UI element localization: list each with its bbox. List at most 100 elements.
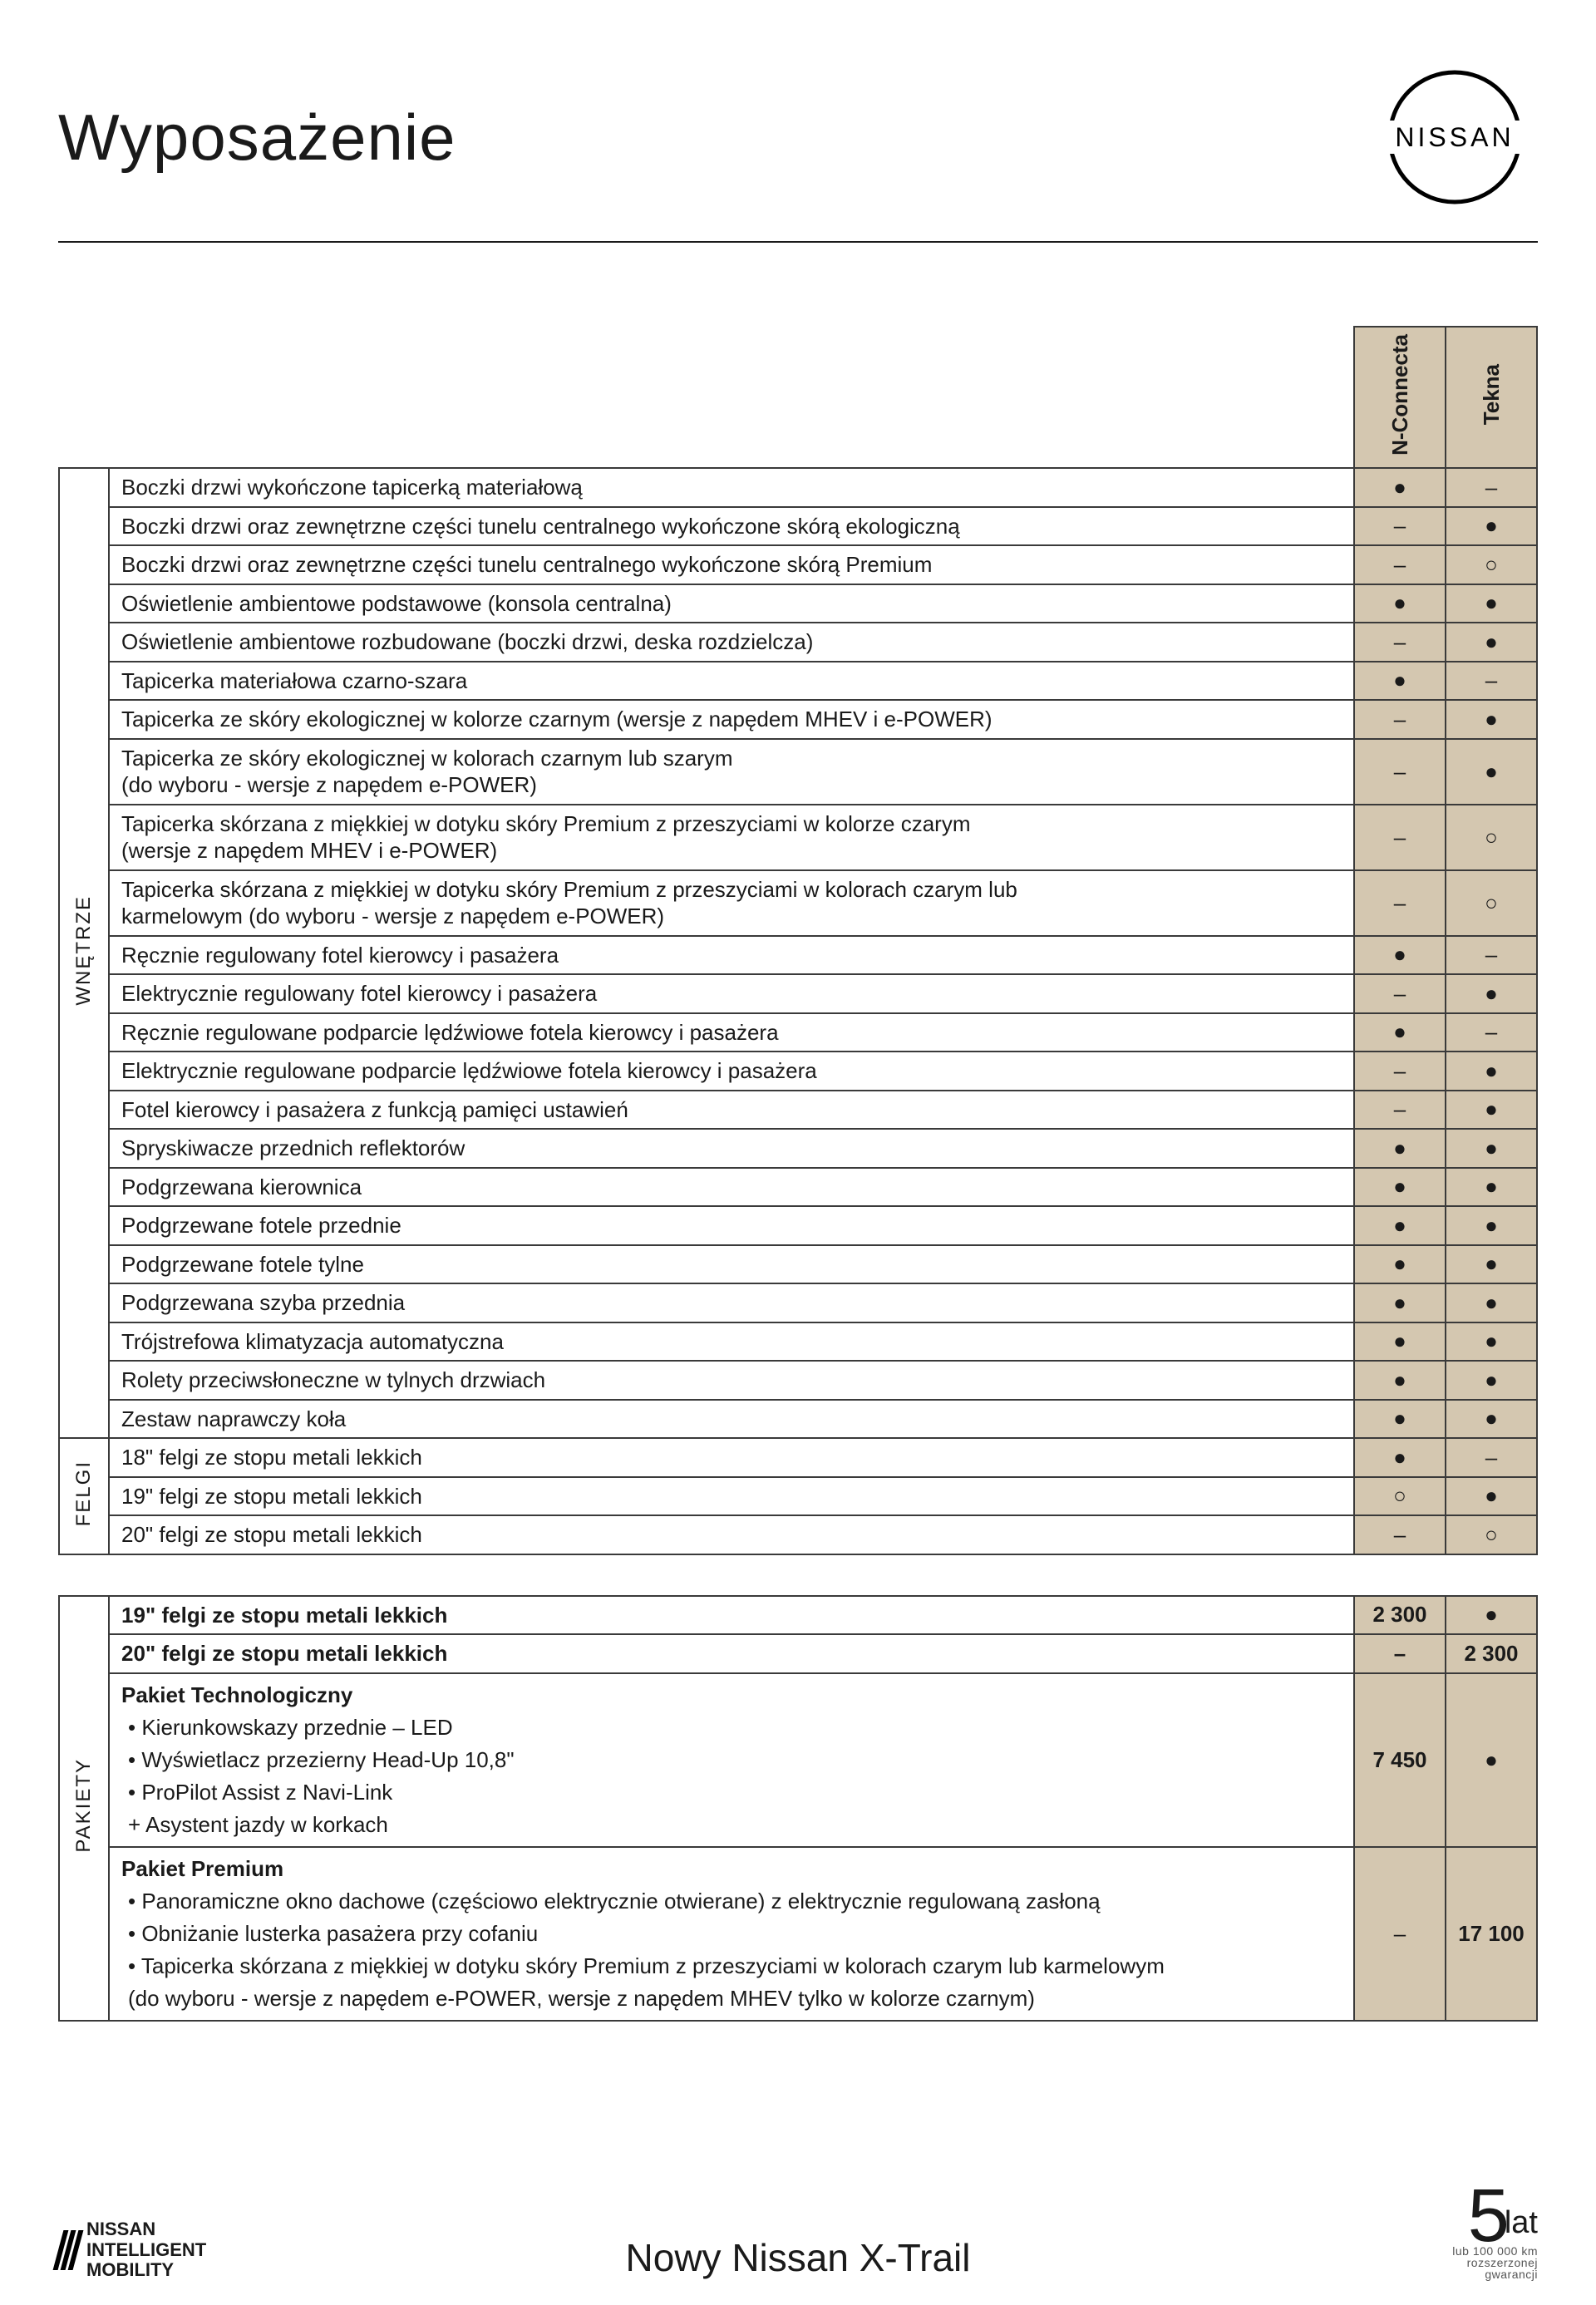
- warranty-badge: 5lat lub 100 000 km rozszerzonej gwaranc…: [1452, 2170, 1538, 2280]
- table-row: Fotel kierowcy i pasażera z funkcją pami…: [59, 1091, 1537, 1130]
- feature-value: ●: [1446, 1400, 1537, 1439]
- model-name: Nowy Nissan X-Trail: [626, 2235, 971, 2280]
- feature-value: ●: [1446, 1361, 1537, 1400]
- table-row: Boczki drzwi oraz zewnętrzne części tune…: [59, 545, 1537, 584]
- package-value: 7 450: [1354, 1673, 1446, 1847]
- package-value: 17 100: [1446, 1847, 1537, 2021]
- feature-desc: Tapicerka materiałowa czarno-szara: [109, 662, 1354, 701]
- table-row: Pakiet Technologiczny• Kierunkowskazy pr…: [59, 1673, 1537, 1847]
- feature-desc: 19" felgi ze stopu metali lekkich: [109, 1477, 1354, 1516]
- feature-desc: Elektrycznie regulowany fotel kierowcy i…: [109, 974, 1354, 1013]
- feature-value: ●: [1446, 507, 1537, 546]
- feature-desc: Tapicerka skórzana z miękkiej w dotyku s…: [109, 805, 1354, 870]
- category-label: FELGI: [59, 1438, 109, 1554]
- feature-value: ●: [1446, 1052, 1537, 1091]
- nim-line: NISSAN: [86, 2219, 206, 2239]
- category-label: PAKIETY: [59, 1596, 109, 2021]
- table-row: Zestaw naprawczy koła●●: [59, 1400, 1537, 1439]
- feature-value: ●: [1354, 584, 1446, 623]
- table-row: Tapicerka skórzana z miękkiej w dotyku s…: [59, 870, 1537, 936]
- table-row: Elektrycznie regulowany fotel kierowcy i…: [59, 974, 1537, 1013]
- feature-value: –: [1446, 468, 1537, 507]
- feature-value: –: [1446, 662, 1537, 701]
- package-desc: 20" felgi ze stopu metali lekkich: [109, 1634, 1354, 1673]
- table-row: Tapicerka ze skóry ekologicznej w kolora…: [59, 739, 1537, 805]
- feature-value: ○: [1354, 1477, 1446, 1516]
- table-row: Ręcznie regulowany fotel kierowcy i pasa…: [59, 936, 1537, 975]
- feature-value: ●: [1354, 1322, 1446, 1362]
- svg-text:NISSAN: NISSAN: [1395, 122, 1514, 152]
- package-value: ●: [1446, 1596, 1537, 1635]
- feature-value: ●: [1446, 1129, 1537, 1168]
- feature-value: ●: [1446, 1168, 1537, 1207]
- nim-logo-icon: NISSAN INTELLIGENT MOBILITY: [58, 2219, 206, 2280]
- feature-desc: Spryskiwacze przednich reflektorów: [109, 1129, 1354, 1168]
- table-row: Podgrzewane fotele przednie●●: [59, 1206, 1537, 1245]
- table-row: 20" felgi ze stopu metali lekkich–2 300: [59, 1634, 1537, 1673]
- feature-desc: Elektrycznie regulowane podparcie lędźwi…: [109, 1052, 1354, 1091]
- feature-value: ●: [1446, 1245, 1537, 1284]
- nim-line: INTELLIGENT: [86, 2240, 206, 2260]
- feature-desc: Boczki drzwi oraz zewnętrzne części tune…: [109, 507, 1354, 546]
- feature-value: ●: [1354, 468, 1446, 507]
- feature-value: –: [1354, 1091, 1446, 1130]
- feature-value: ●: [1354, 662, 1446, 701]
- table-row: PAKIETY19" felgi ze stopu metali lekkich…: [59, 1596, 1537, 1635]
- feature-desc: Rolety przeciwsłoneczne w tylnych drzwia…: [109, 1361, 1354, 1400]
- package-desc: Pakiet Premium• Panoramiczne okno dachow…: [109, 1847, 1354, 2021]
- feature-value: ●: [1354, 1013, 1446, 1052]
- feature-value: ●: [1354, 1129, 1446, 1168]
- table-row: 19" felgi ze stopu metali lekkich○●: [59, 1477, 1537, 1516]
- package-value: ●: [1446, 1673, 1537, 1847]
- feature-value: –: [1354, 739, 1446, 805]
- table-row: Podgrzewane fotele tylne●●: [59, 1245, 1537, 1284]
- feature-value: ○: [1446, 1515, 1537, 1554]
- table-row: 20" felgi ze stopu metali lekkich–○: [59, 1515, 1537, 1554]
- feature-value: –: [1354, 870, 1446, 936]
- table-row: Boczki drzwi oraz zewnętrzne części tune…: [59, 507, 1537, 546]
- package-value: 2 300: [1354, 1596, 1446, 1635]
- feature-value: ●: [1354, 1361, 1446, 1400]
- nissan-logo-icon: NISSAN: [1372, 66, 1538, 208]
- feature-value: –: [1354, 1515, 1446, 1554]
- table-row: Podgrzewana szyba przednia●●: [59, 1283, 1537, 1322]
- package-desc: 19" felgi ze stopu metali lekkich: [109, 1596, 1354, 1635]
- table-row: Trójstrefowa klimatyzacja automatyczna●●: [59, 1322, 1537, 1362]
- feature-value: –: [1354, 623, 1446, 662]
- feature-value: ●: [1354, 1245, 1446, 1284]
- feature-desc: Podgrzewane fotele tylne: [109, 1245, 1354, 1284]
- feature-desc: Boczki drzwi oraz zewnętrzne części tune…: [109, 545, 1354, 584]
- table-row: FELGI18" felgi ze stopu metali lekkich●–: [59, 1438, 1537, 1477]
- feature-desc: Podgrzewana szyba przednia: [109, 1283, 1354, 1322]
- feature-value: ●: [1354, 1438, 1446, 1477]
- feature-value: ●: [1354, 1168, 1446, 1207]
- table-row: Podgrzewana kierownica●●: [59, 1168, 1537, 1207]
- feature-desc: Trójstrefowa klimatyzacja automatyczna: [109, 1322, 1354, 1362]
- feature-value: ●: [1446, 1322, 1537, 1362]
- trim-header: N-Connecta: [1354, 327, 1446, 468]
- table-row: Oświetlenie ambientowe rozbudowane (bocz…: [59, 623, 1537, 662]
- feature-value: ●: [1446, 974, 1537, 1013]
- page-footer: NISSAN INTELLIGENT MOBILITY Nowy Nissan …: [0, 2170, 1596, 2280]
- page-header: Wyposażenie NISSAN: [58, 66, 1538, 243]
- feature-value: ○: [1446, 805, 1537, 870]
- table-row: Ręcznie regulowane podparcie lędźwiowe f…: [59, 1013, 1537, 1052]
- feature-desc: Podgrzewane fotele przednie: [109, 1206, 1354, 1245]
- feature-desc: Ręcznie regulowany fotel kierowcy i pasa…: [109, 936, 1354, 975]
- feature-value: ●: [1354, 1206, 1446, 1245]
- feature-value: –: [1354, 545, 1446, 584]
- table-row: Rolety przeciwsłoneczne w tylnych drzwia…: [59, 1361, 1537, 1400]
- feature-desc: Boczki drzwi wykończone tapicerką materi…: [109, 468, 1354, 507]
- table-row: Spryskiwacze przednich reflektorów●●: [59, 1129, 1537, 1168]
- feature-desc: Zestaw naprawczy koła: [109, 1400, 1354, 1439]
- package-value: –: [1354, 1847, 1446, 2021]
- feature-value: –: [1354, 974, 1446, 1013]
- category-label: WNĘTRZE: [59, 468, 109, 1438]
- feature-desc: Oświetlenie ambientowe podstawowe (konso…: [109, 584, 1354, 623]
- feature-value: –: [1354, 1052, 1446, 1091]
- feature-value: ●: [1354, 1283, 1446, 1322]
- feature-value: ●: [1446, 623, 1537, 662]
- feature-value: ●: [1446, 700, 1537, 739]
- table-row: Oświetlenie ambientowe podstawowe (konso…: [59, 584, 1537, 623]
- feature-value: ●: [1446, 584, 1537, 623]
